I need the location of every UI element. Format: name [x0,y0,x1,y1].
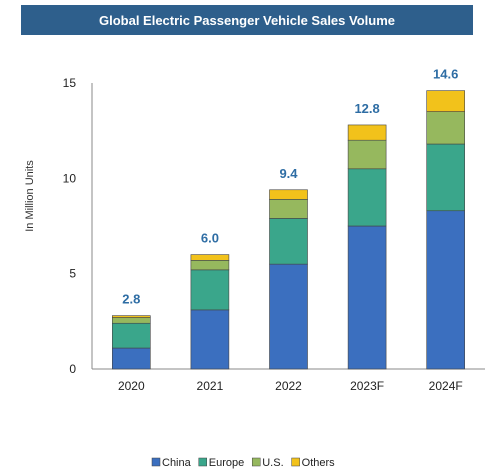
bar-segment-us [112,317,151,324]
total-data-label: 14.6 [433,67,458,82]
axes: 0 5 10 15 In Million Units [24,76,485,376]
y-tick-label: 15 [63,76,77,90]
y-tick-label: 10 [63,171,77,185]
bar-segment-china [426,210,466,370]
total-data-label: 6.0 [201,231,219,246]
legend-label: U.S. [262,457,283,469]
legend: China Europe U.S. Others [151,457,336,469]
y-tick-label: 0 [69,362,76,376]
legend-swatch [291,457,300,467]
bar-segment-europe [426,143,466,212]
bar-segment-china [269,263,308,370]
bar-segment-us [426,111,466,145]
bar-segment-others [190,254,230,261]
total-data-label: 2.8 [122,292,140,307]
bar-segment-europe [190,269,230,311]
legend-swatch [251,457,261,467]
bar-segment-others [426,90,466,112]
labels: 2020 2.8 2021 6.0 2022 9.4 2023F 12.8 2024F 14.6 [118,67,463,393]
bar-segment-europe [347,168,387,227]
total-data-label: 9.4 [279,166,298,181]
x-tick-label: 2023F [350,379,384,393]
bars [112,90,466,370]
x-tick-label: 2024F [429,379,463,393]
legend-label: Others [302,457,336,469]
bar-segment-china [347,225,387,370]
x-tick-label: 2020 [118,379,145,393]
bar-segment-us [269,199,308,219]
chart-title: Global Electric Passenger Vehicle Sales … [21,5,473,35]
bar-segment-us [190,260,230,271]
bar-segment-us [347,139,387,170]
bar-segment-others [269,189,308,200]
bar-segment-others [347,124,387,141]
bar-segment-china [190,309,230,370]
legend-label: Europe [209,457,244,469]
x-tick-label: 2021 [197,379,224,393]
y-axis-label: In Million Units [24,160,36,232]
legend-swatch [151,457,161,467]
bar-segment-europe [112,322,151,349]
y-tick-label: 5 [69,267,76,281]
bar-segment-china [112,347,151,370]
legend-label: China [162,457,192,469]
legend-swatch [198,457,207,467]
bar-segment-others [112,315,151,318]
total-data-label: 12.8 [354,101,379,116]
bar-segment-europe [269,218,308,265]
x-tick-label: 2022 [275,379,302,393]
